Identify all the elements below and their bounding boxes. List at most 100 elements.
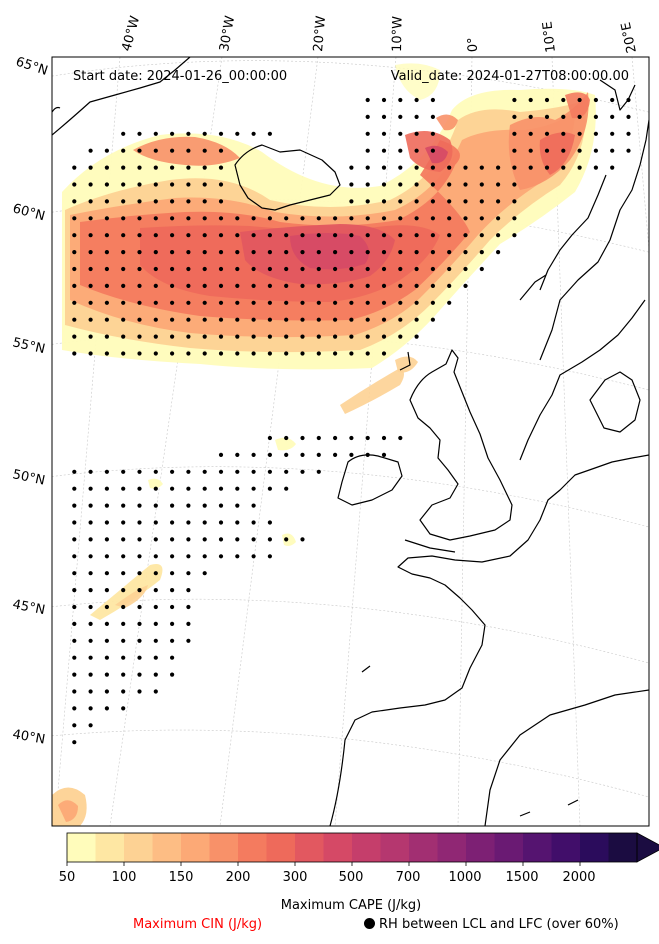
rh-dot (72, 300, 77, 305)
rh-dot (235, 452, 240, 457)
rh-dot (251, 503, 256, 508)
rh-dot (72, 503, 77, 508)
rh-dot (218, 486, 224, 491)
rh-dot (170, 520, 175, 525)
rh-dot (104, 672, 109, 677)
rh-dot (121, 621, 126, 627)
rh-dot (381, 250, 387, 255)
colorbar-segment (551, 833, 581, 862)
rh-dot (88, 216, 93, 221)
colorbar-segment (437, 833, 467, 862)
colorbar-segment (380, 833, 410, 862)
rh-dot (88, 300, 93, 305)
rh-dot (137, 503, 142, 508)
colorbar-segment (266, 833, 296, 862)
rh-dot (430, 266, 435, 272)
rh-dot (316, 233, 321, 238)
rh-dot (186, 571, 191, 576)
rh-dot (72, 266, 77, 272)
rh-dot (121, 537, 126, 542)
rh-dot (284, 283, 289, 288)
rh-dot (284, 266, 289, 272)
rh-dot (137, 537, 142, 542)
rh-dot (284, 469, 289, 474)
rh-dot (235, 351, 240, 356)
rh-dot (333, 233, 338, 238)
rh-dot (284, 435, 289, 441)
start-date-label: Start date: 2024-01-26_00:00:00 (73, 69, 287, 84)
rh-dot (267, 469, 272, 474)
rh-dot (398, 182, 403, 187)
rh-dot (186, 486, 191, 491)
rh-dot (267, 266, 272, 272)
rh-dot (267, 351, 272, 356)
rh-dot (267, 233, 272, 238)
rh-dot (496, 165, 501, 170)
rh-dot (121, 199, 126, 204)
rh-dot (316, 283, 321, 288)
rh-dot (316, 317, 321, 322)
rh-dot (610, 97, 615, 103)
rh-dot (72, 334, 77, 339)
rh-dot (202, 199, 207, 204)
rh-dot (381, 283, 387, 288)
rh-dot (381, 114, 387, 119)
rh-dot (104, 165, 109, 170)
rh-dot (610, 114, 615, 119)
rh-dot (153, 182, 158, 187)
rh-dot (170, 554, 175, 559)
rh-dot (170, 148, 175, 153)
rh-dot (381, 435, 387, 441)
rh-dot (365, 114, 370, 119)
rh-dot (544, 131, 550, 136)
rh-dot (121, 182, 126, 187)
rh-dot (577, 97, 582, 103)
rh-dot (137, 317, 142, 322)
rh-dot (104, 689, 109, 694)
rh-dot (186, 604, 191, 610)
rh-dot (104, 216, 109, 221)
rh-dot (333, 266, 338, 272)
rh-dot (300, 317, 305, 322)
rh-dot (349, 216, 354, 221)
rh-dot (267, 554, 272, 559)
rh-dot (365, 165, 370, 170)
lon-label-10e: 10°E (540, 20, 559, 53)
rh-dot (561, 114, 566, 119)
rh-dot (218, 250, 224, 255)
rh-dot (88, 655, 93, 660)
rh-dot (284, 334, 289, 339)
rh-dot (88, 689, 93, 694)
rh-dot (121, 520, 126, 525)
rh-dot (153, 604, 158, 610)
rh-dot (463, 266, 468, 272)
rh-dot (153, 520, 158, 525)
rh-dot (170, 300, 175, 305)
rh-dot (186, 317, 191, 322)
colorbar-tick: 1000 (448, 870, 482, 885)
rh-dot (316, 300, 321, 305)
rh-dot (365, 351, 370, 356)
rh-dot (235, 300, 240, 305)
rh-dot (284, 351, 289, 356)
rh-dot (186, 233, 191, 238)
colorbar-tick: 1500 (505, 870, 539, 885)
rh-dot (137, 233, 142, 238)
rh-dot (186, 266, 191, 272)
rh-dot (267, 537, 272, 542)
rh-dot (267, 334, 272, 339)
rh-dot (170, 537, 175, 542)
rh-dot (365, 199, 370, 204)
rh-dot (235, 317, 240, 322)
rh-dot (365, 182, 370, 187)
rh-dot (300, 233, 305, 238)
rh-dot (72, 706, 77, 711)
rh-dot (202, 165, 207, 170)
rh-dot (365, 334, 370, 339)
rh-dot (300, 469, 305, 474)
rh-dot (202, 300, 207, 305)
rh-dot (137, 216, 142, 221)
rh-dot (267, 283, 272, 288)
rh-dot (528, 131, 533, 136)
rh-dot (137, 351, 142, 356)
